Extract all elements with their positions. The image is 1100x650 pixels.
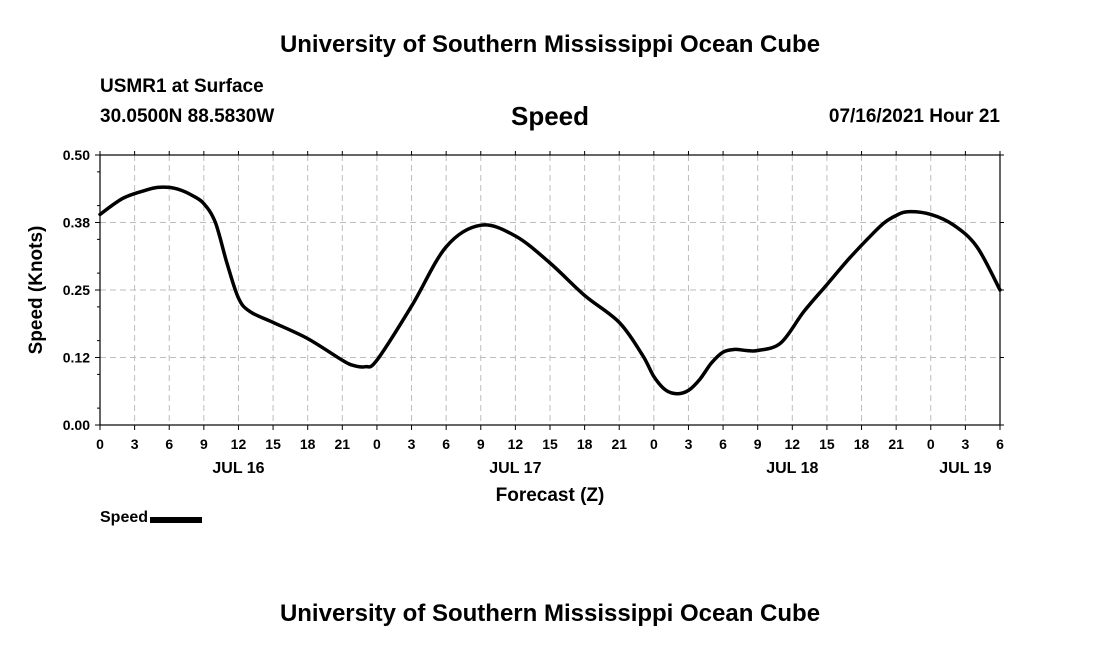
grid-lines: [100, 155, 1000, 425]
x-tick-label: 18: [854, 436, 870, 452]
x-axis-label: Forecast (Z): [496, 485, 605, 506]
y-axis: 0.00 0.12 0.25 0.38 0.50: [63, 147, 1004, 433]
day-label: JUL 16: [212, 460, 264, 477]
x-tick-label: 21: [611, 436, 627, 452]
x-tick-label: 6: [719, 436, 727, 452]
plot-frame: [99, 154, 1001, 426]
y-tick-label: 0.50: [63, 147, 90, 163]
y-tick-label: 0.25: [63, 282, 90, 298]
footer-title: University of Southern Mississippi Ocean…: [279, 600, 821, 627]
series-line-speed: [98, 185, 1002, 396]
x-tick-label: 3: [961, 436, 969, 452]
x-tick-label: 3: [408, 436, 416, 452]
y-axis-label: Speed (Knots): [26, 226, 47, 355]
x-tick-label: 6: [165, 436, 173, 452]
legend-line-swatch: [150, 516, 203, 523]
datetime-label: 07/16/2021 Hour 21: [828, 106, 1000, 127]
x-tick-label: 9: [754, 436, 762, 452]
x-tick-label: 3: [131, 436, 139, 452]
x-tick-label: 3: [685, 436, 693, 452]
page-title: University of Southern Mississippi Ocean…: [279, 31, 821, 58]
day-label: JUL 18: [766, 460, 818, 477]
day-label: JUL 17: [489, 460, 541, 477]
x-tick-label: 12: [785, 436, 801, 452]
series-group: [98, 185, 1002, 396]
legend-label: Speed: [100, 509, 149, 526]
station-label: USMR1 at Surface: [100, 76, 264, 97]
legend: Speed: [100, 509, 203, 527]
x-axis: 0 3 6 9 12 15 18 21 0 3 6 9 12 15 18 21 0 3 6 9 12 15 18 21 0 3 6J…: [96, 151, 1004, 477]
x-tick-label: 15: [819, 436, 835, 452]
x-tick-label: 6: [996, 436, 1004, 452]
y-tick-label: 0.12: [63, 350, 90, 366]
x-tick-label: 21: [888, 436, 904, 452]
y-tick-label: 0.38: [63, 215, 90, 231]
x-tick-label: 18: [300, 436, 316, 452]
x-tick-label: 15: [265, 436, 281, 452]
x-tick-label: 0: [650, 436, 658, 452]
y-tick-label: 0.00: [63, 417, 90, 433]
x-tick-label: 0: [373, 436, 381, 452]
x-tick-label: 21: [335, 436, 351, 452]
x-tick-label: 9: [200, 436, 208, 452]
x-tick-label: 0: [927, 436, 935, 452]
x-tick-label: 15: [542, 436, 558, 452]
x-tick-label: 0: [96, 436, 104, 452]
x-tick-label: 6: [442, 436, 450, 452]
day-label: JUL 19: [939, 460, 991, 477]
x-tick-label: 9: [477, 436, 485, 452]
x-tick-label: 12: [231, 436, 247, 452]
x-tick-label: 12: [508, 436, 524, 452]
x-tick-label: 18: [577, 436, 593, 452]
plot-title: Speed: [510, 101, 590, 131]
coordinates-label: 30.0500N 88.5830W: [100, 106, 275, 127]
